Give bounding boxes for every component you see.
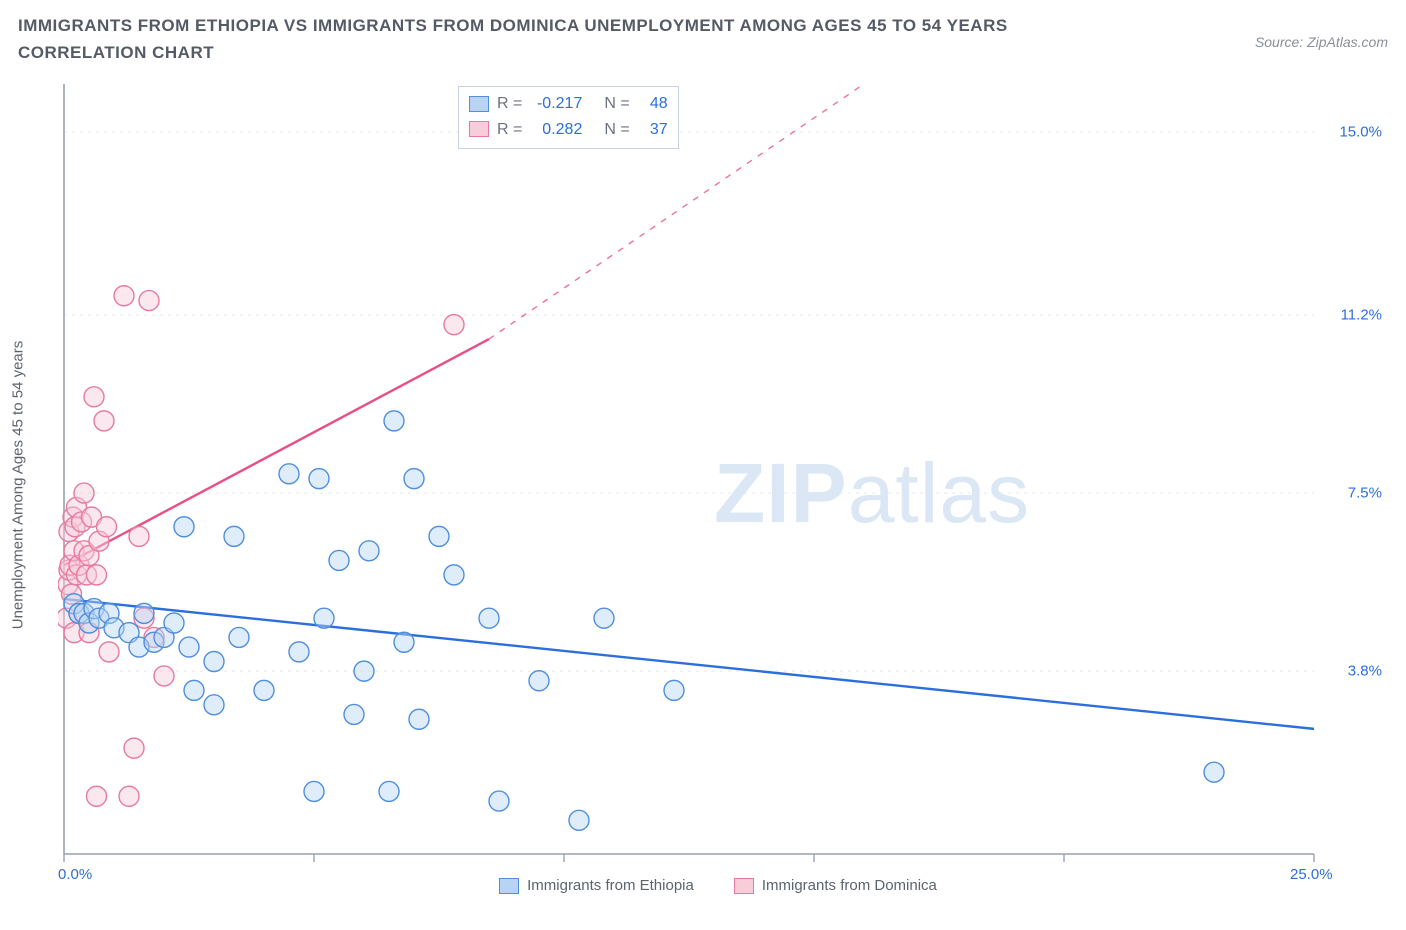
legend-item-series2: Immigrants from Dominica xyxy=(734,877,937,894)
scatter-plot xyxy=(58,80,1378,890)
stats-legend-row-2: R = 0.282 N = 37 xyxy=(469,117,668,143)
series-legend: Immigrants from Ethiopia Immigrants from… xyxy=(58,877,1378,894)
chart-title: IMMIGRANTS FROM ETHIOPIA VS IMMIGRANTS F… xyxy=(18,12,1138,66)
n-value-1: 48 xyxy=(638,91,668,117)
swatch-series1b-icon xyxy=(499,878,519,894)
swatch-series2b-icon xyxy=(734,878,754,894)
n-value-2: 37 xyxy=(638,117,668,143)
swatch-series2-icon xyxy=(469,121,489,137)
y-tick-label: 11.2% xyxy=(1341,307,1382,324)
x-tick-last: 25.0% xyxy=(1290,866,1333,883)
n-label-1: N = xyxy=(604,91,629,117)
y-tick-label: 15.0% xyxy=(1339,124,1382,141)
swatch-series1-icon xyxy=(469,96,489,112)
n-label-2: N = xyxy=(604,117,629,143)
y-tick-label: 3.8% xyxy=(1348,663,1382,680)
legend-label-series1: Immigrants from Ethiopia xyxy=(527,877,694,894)
r-label-2: R = xyxy=(497,117,522,143)
stats-legend: R = -0.217 N = 48 R = 0.282 N = 37 xyxy=(458,86,679,149)
y-axis-label: Unemployment Among Ages 45 to 54 years xyxy=(10,341,27,630)
plot-area: Unemployment Among Ages 45 to 54 years Z… xyxy=(58,80,1378,890)
legend-label-series2: Immigrants from Dominica xyxy=(762,877,937,894)
y-tick-label: 7.5% xyxy=(1348,485,1382,502)
r-value-1: -0.217 xyxy=(530,91,582,117)
source-label: Source: ZipAtlas.com xyxy=(1255,34,1388,50)
r-label-1: R = xyxy=(497,91,522,117)
legend-item-series1: Immigrants from Ethiopia xyxy=(499,877,694,894)
stats-legend-row-1: R = -0.217 N = 48 xyxy=(469,91,668,117)
x-tick-first: 0.0% xyxy=(58,866,92,883)
r-value-2: 0.282 xyxy=(530,117,582,143)
